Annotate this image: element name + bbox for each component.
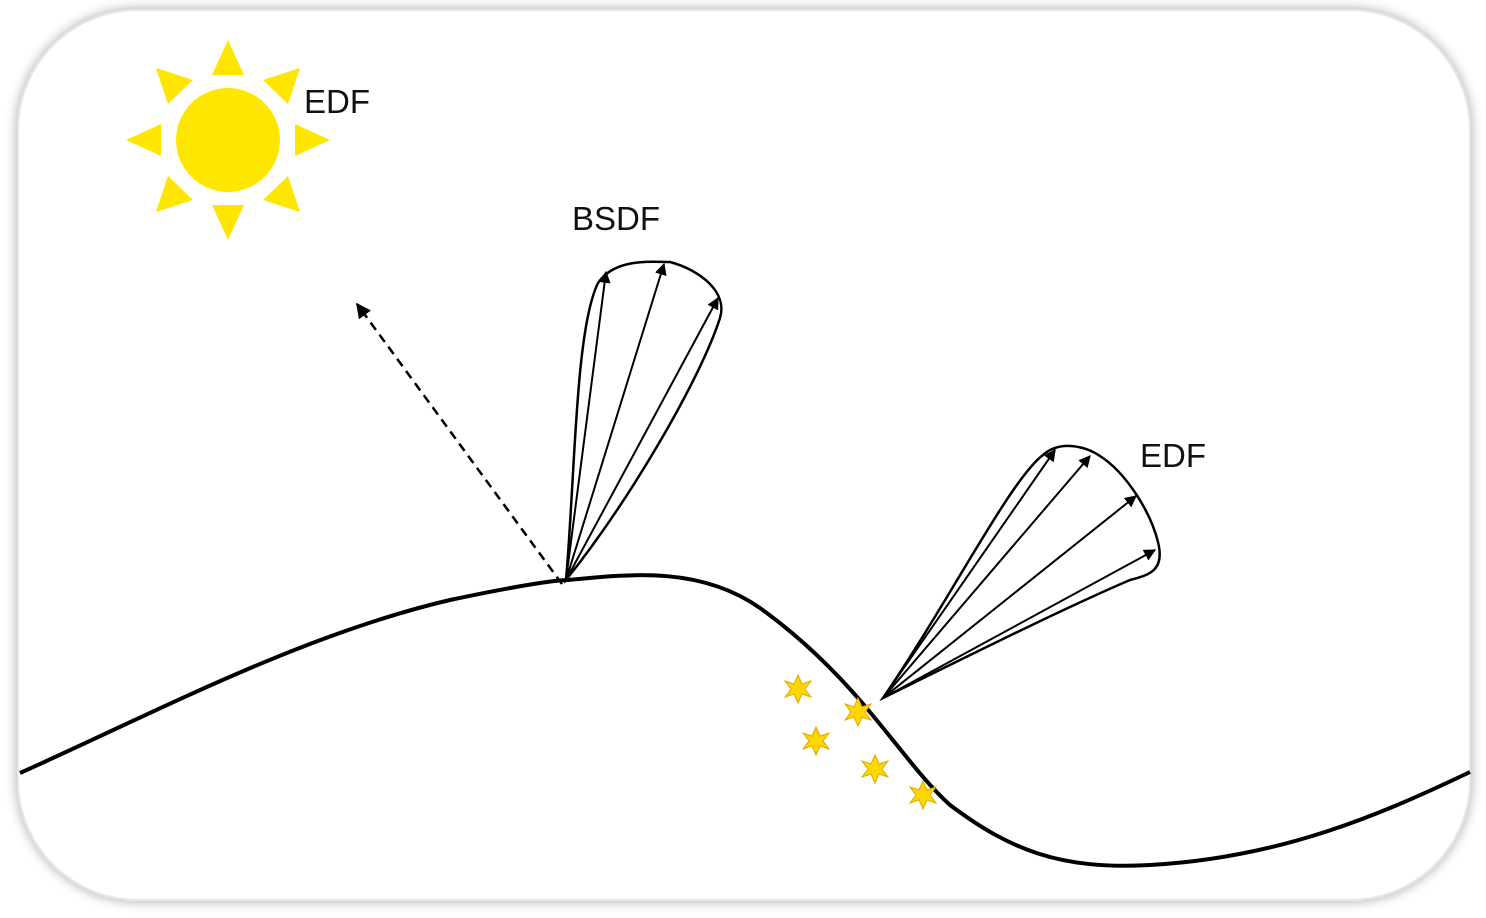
sparkle-icon <box>908 779 938 811</box>
bsdf-lobe <box>564 260 723 585</box>
sun-edf-label: EDF <box>304 83 370 120</box>
sparkle-icon <box>843 696 873 728</box>
sparkle-icon <box>801 725 831 757</box>
terrain-surface <box>19 573 1471 868</box>
sparkle-icon <box>860 753 890 785</box>
dashed-reflection-arrow <box>355 302 564 585</box>
surface-edf-label: EDF <box>1140 437 1206 474</box>
sun-icon <box>126 40 330 240</box>
sparkle-group <box>783 673 938 811</box>
surface-edf-lobe <box>879 444 1161 702</box>
sparkle-icon <box>783 673 813 705</box>
panel-background <box>17 9 1471 901</box>
bsdf-label: BSDF <box>572 200 660 237</box>
